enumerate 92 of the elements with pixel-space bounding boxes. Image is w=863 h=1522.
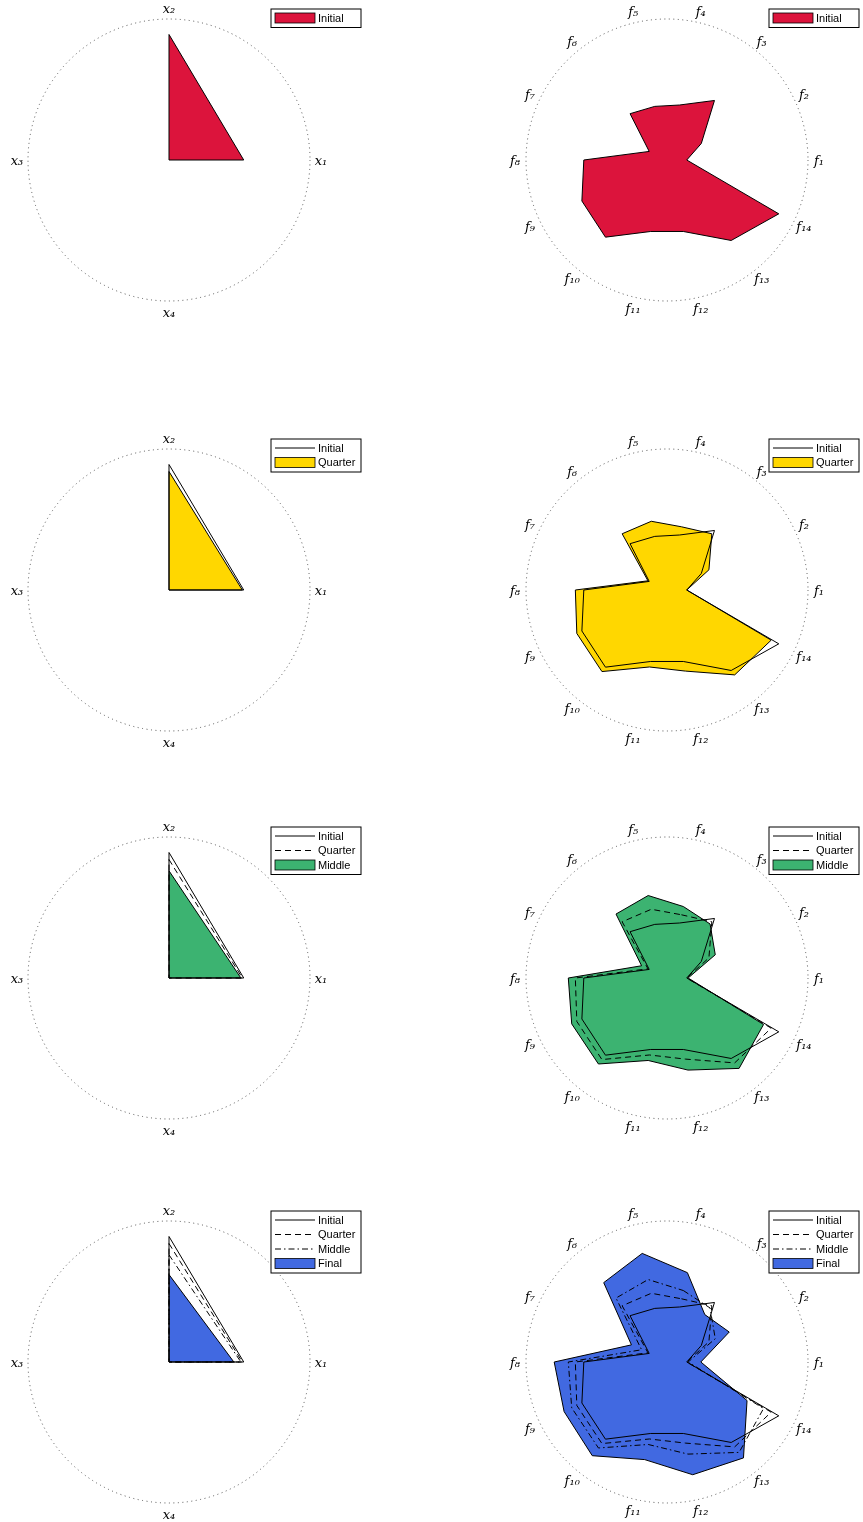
spoke-label: f₇ — [524, 1288, 536, 1304]
legend-label: Middle — [816, 858, 849, 871]
legend-label: Initial — [816, 829, 842, 842]
spoke-label: f₁₃ — [753, 271, 770, 287]
spoke-label: f₅ — [627, 434, 639, 450]
spoke-label: f₁ — [812, 1354, 825, 1370]
spoke-label: f₁₁ — [624, 1118, 641, 1134]
spoke-label: f₉ — [524, 218, 536, 234]
spoke-label: f₄ — [694, 822, 706, 838]
spoke-label: x₁ — [314, 582, 328, 598]
spoke-label: f₈ — [508, 152, 521, 168]
legend-label: Quarter — [816, 1228, 854, 1241]
spoke-label: f₇ — [524, 904, 536, 920]
spoke-label: x₂ — [162, 1202, 176, 1218]
spoke-label: x₄ — [162, 734, 176, 750]
spoke-label: x₂ — [162, 430, 176, 446]
spoke-label: f₃ — [755, 1235, 767, 1251]
legend-label: Initial — [318, 11, 344, 24]
spoke-label: x₁ — [314, 1354, 328, 1370]
spoke-label: f₁₀ — [563, 701, 581, 717]
spoke-label: f₁₁ — [624, 1502, 641, 1518]
spoke-label: f₁₀ — [563, 1089, 581, 1105]
spoke-label: f₆ — [566, 33, 578, 49]
spoke-label: f₉ — [524, 1036, 536, 1052]
spoke-label: f₁₀ — [563, 271, 581, 287]
legend-label: Initial — [816, 1213, 842, 1226]
spoke-label: f₁₀ — [563, 1473, 581, 1489]
legend-label: Quarter — [816, 844, 854, 857]
spoke-label: f₁ — [812, 970, 825, 986]
spoke-label: f₃ — [755, 463, 767, 479]
legend-label: Final — [318, 1257, 342, 1270]
legend-label: Initial — [318, 829, 344, 842]
spoke-label: f₁ — [812, 582, 825, 598]
legend-label: Quarter — [816, 456, 854, 469]
spoke-label: f₅ — [627, 822, 639, 838]
spoke-label: f₁₄ — [795, 1036, 812, 1052]
spoke-label: f₁₂ — [692, 1118, 709, 1134]
spoke-label: f₃ — [755, 33, 767, 49]
spoke-label: f₁₃ — [753, 1089, 770, 1105]
legend-label: Initial — [318, 441, 344, 454]
spoke-label: f₂ — [797, 1288, 809, 1304]
spoke-label: f₁₄ — [795, 648, 812, 664]
legend-label: Middle — [318, 858, 351, 871]
spoke-label: f₈ — [508, 582, 521, 598]
spoke-label: x₁ — [314, 970, 328, 986]
spoke-label: x₃ — [10, 1354, 24, 1370]
spoke-label: x₃ — [10, 152, 24, 168]
spoke-label: f₄ — [694, 4, 706, 20]
spoke-label: x₄ — [162, 304, 176, 320]
spoke-label: f₅ — [627, 1206, 639, 1222]
spoke-label: f₁₃ — [753, 1473, 770, 1489]
spoke-label: f₈ — [508, 970, 521, 986]
legend-label: Middle — [318, 1242, 351, 1255]
spoke-label: x₁ — [314, 152, 328, 168]
spoke-label: f₁₄ — [795, 218, 812, 234]
legend-label: Quarter — [318, 1228, 356, 1241]
spoke-label: x₄ — [162, 1506, 176, 1522]
spoke-label: f₆ — [566, 1235, 578, 1251]
spoke-label: f₆ — [566, 851, 578, 867]
legend-label: Initial — [816, 11, 842, 24]
legend-label: Final — [816, 1257, 840, 1270]
spoke-label: f₁₁ — [624, 730, 641, 746]
spoke-label: f₁₂ — [692, 1502, 709, 1518]
spoke-label: f₁₁ — [624, 300, 641, 316]
spoke-label: f₃ — [755, 851, 767, 867]
spoke-label: f₈ — [508, 1354, 521, 1370]
spoke-label: f₉ — [524, 648, 536, 664]
spoke-label: f₇ — [524, 86, 536, 102]
spoke-label: f₁₄ — [795, 1420, 812, 1436]
legend-label: Middle — [816, 1242, 849, 1255]
legend-label: Initial — [318, 1213, 344, 1226]
spoke-label: f₁₃ — [753, 701, 770, 717]
spoke-label: x₃ — [10, 970, 24, 986]
spoke-label: f₄ — [694, 434, 706, 450]
legend-label: Quarter — [318, 456, 356, 469]
spoke-label: x₂ — [162, 0, 176, 16]
legend-label: Quarter — [318, 844, 356, 857]
spoke-label: x₂ — [162, 818, 176, 834]
spoke-label: f₂ — [797, 516, 809, 532]
spoke-label: f₉ — [524, 1420, 536, 1436]
spoke-label: f₁₂ — [692, 300, 709, 316]
spoke-label: f₆ — [566, 463, 578, 479]
spoke-label: f₂ — [797, 904, 809, 920]
spoke-label: f₁₂ — [692, 730, 709, 746]
spoke-label: f₂ — [797, 86, 809, 102]
spoke-label: f₄ — [694, 1206, 706, 1222]
spoke-label: f₁ — [812, 152, 825, 168]
spoke-label: x₃ — [10, 582, 24, 598]
spoke-label: f₅ — [627, 4, 639, 20]
spoke-label: f₇ — [524, 516, 536, 532]
spoke-label: x₄ — [162, 1122, 176, 1138]
legend-label: Initial — [816, 441, 842, 454]
